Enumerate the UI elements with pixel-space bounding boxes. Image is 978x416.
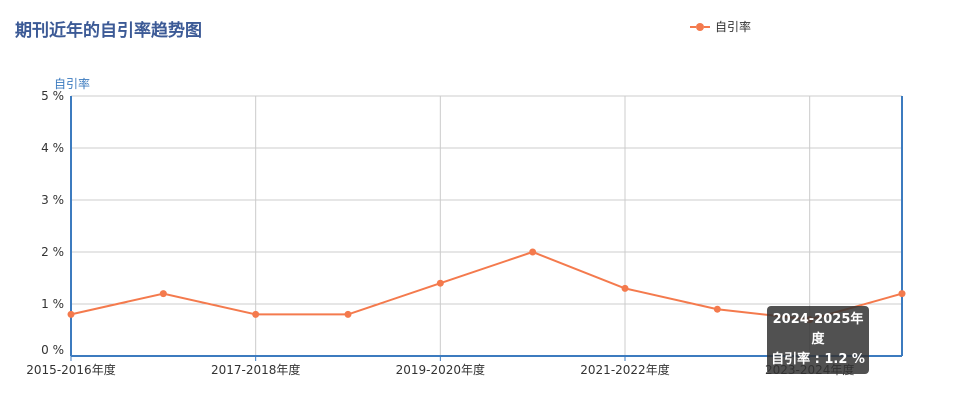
data-point — [621, 284, 629, 292]
y-tick-label: 1 % — [41, 297, 64, 311]
data-point — [436, 279, 444, 287]
data-tooltip: 2024-2025年度 自引率 : 1.2 % — [767, 306, 869, 374]
legend-line-icon — [690, 22, 710, 32]
data-point — [344, 310, 352, 318]
x-tick-label: 2015-2016年度 — [26, 362, 115, 377]
chart-title: 期刊近年的自引率趋势图 — [15, 21, 202, 41]
data-point — [529, 248, 537, 256]
data-point — [713, 305, 721, 313]
legend-label: 自引率 — [715, 20, 752, 34]
y-axis-title: 自引率 — [54, 76, 90, 91]
x-tick-label: 2021-2022年度 — [580, 362, 669, 377]
x-tick-label: 2017-2018年度 — [211, 362, 300, 377]
legend-item[interactable]: 自引率 — [690, 18, 751, 35]
y-tick-label: 4 % — [41, 141, 64, 155]
y-tick-label: 0 % — [41, 343, 64, 357]
data-point — [898, 290, 906, 298]
y-tick-label: 3 % — [41, 193, 64, 207]
data-point — [67, 310, 75, 318]
series-line — [70, 250, 903, 321]
x-tick-label: 2019-2020年度 — [396, 362, 485, 377]
y-tick-label: 5 % — [41, 89, 64, 103]
data-point — [252, 310, 260, 318]
tooltip-title: 2024-2025年度 — [772, 312, 864, 347]
tooltip-value: 自引率 : 1.2 % — [771, 352, 865, 367]
y-tick-label: 2 % — [41, 245, 64, 259]
data-point — [159, 290, 167, 298]
